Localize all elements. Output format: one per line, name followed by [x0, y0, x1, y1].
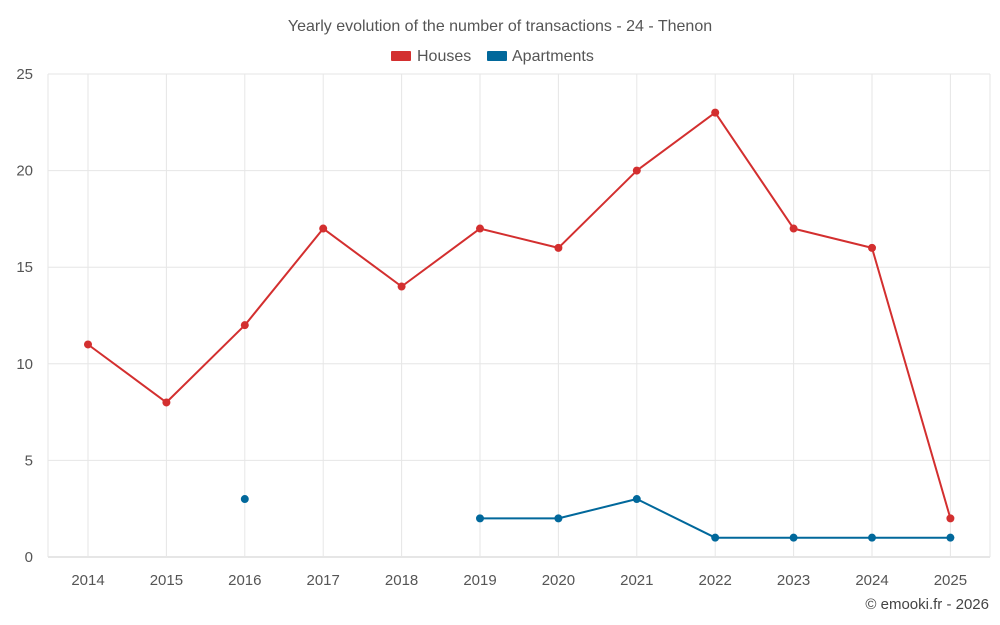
y-tick-label: 25: [16, 66, 33, 83]
series-apartments: [240, 495, 955, 542]
x-axis: 2014 2015 2016 2017 2018 2019 2020 2021 2022 2023…: [71, 572, 967, 589]
x-tick-label: 2024: [855, 572, 888, 589]
y-tick-label: 5: [25, 452, 33, 469]
data-point-houses[interactable]: [319, 224, 328, 233]
data-point-houses[interactable]: [397, 282, 406, 291]
x-tick-label: 2022: [699, 572, 732, 589]
y-tick-label: 0: [25, 549, 33, 566]
data-point-houses[interactable]: [240, 321, 249, 330]
data-point-houses[interactable]: [946, 514, 955, 523]
y-axis: 0 5 10 15 20 25: [16, 66, 33, 566]
series-line-houses: [87, 111, 952, 519]
series-houses: [84, 108, 955, 523]
x-tick-label: 2020: [542, 572, 575, 589]
y-tick-label: 15: [16, 259, 33, 276]
data-point-apartments[interactable]: [632, 495, 641, 504]
chart-title: Yearly evolution of the number of transa…: [288, 18, 712, 35]
legend-label-houses: Houses: [417, 48, 471, 65]
data-point-apartments[interactable]: [789, 533, 798, 542]
data-point-houses[interactable]: [162, 398, 171, 407]
x-tick-label: 2021: [620, 572, 653, 589]
x-tick-label: 2023: [777, 572, 810, 589]
x-tick-label: 2025: [934, 572, 967, 589]
legend-label-apartments: Apartments: [512, 48, 594, 65]
data-point-houses[interactable]: [789, 224, 798, 233]
data-point-houses[interactable]: [554, 243, 563, 252]
legend-item-apartments[interactable]: Apartments: [487, 48, 594, 65]
legend-item-houses[interactable]: Houses: [391, 48, 471, 65]
data-point-houses[interactable]: [632, 166, 641, 175]
legend-swatch-houses: [391, 51, 411, 61]
data-point-apartments[interactable]: [711, 533, 720, 542]
x-tick-label: 2015: [150, 572, 183, 589]
data-point-houses[interactable]: [711, 108, 720, 117]
data-point-apartments[interactable]: [240, 495, 249, 504]
legend-swatch-apartments: [487, 51, 507, 61]
series-layer: [84, 108, 955, 542]
x-tick-label: 2014: [71, 572, 104, 589]
data-point-apartments[interactable]: [554, 514, 563, 523]
credit-text: © emooki.fr - 2026: [865, 596, 989, 613]
data-point-houses[interactable]: [476, 224, 484, 233]
grid: [47, 73, 991, 558]
x-tick-label: 2016: [228, 572, 261, 589]
legend: Houses Apartments: [391, 48, 594, 65]
data-point-apartments[interactable]: [868, 533, 876, 542]
data-point-houses[interactable]: [84, 340, 92, 349]
y-tick-label: 20: [16, 163, 33, 180]
data-point-apartments[interactable]: [946, 533, 955, 542]
y-tick-label: 10: [16, 356, 33, 373]
x-tick-label: 2017: [307, 572, 340, 589]
x-tick-label: 2018: [385, 572, 418, 589]
x-tick-label: 2019: [463, 572, 496, 589]
data-point-apartments[interactable]: [476, 514, 484, 523]
data-point-houses[interactable]: [868, 243, 876, 252]
